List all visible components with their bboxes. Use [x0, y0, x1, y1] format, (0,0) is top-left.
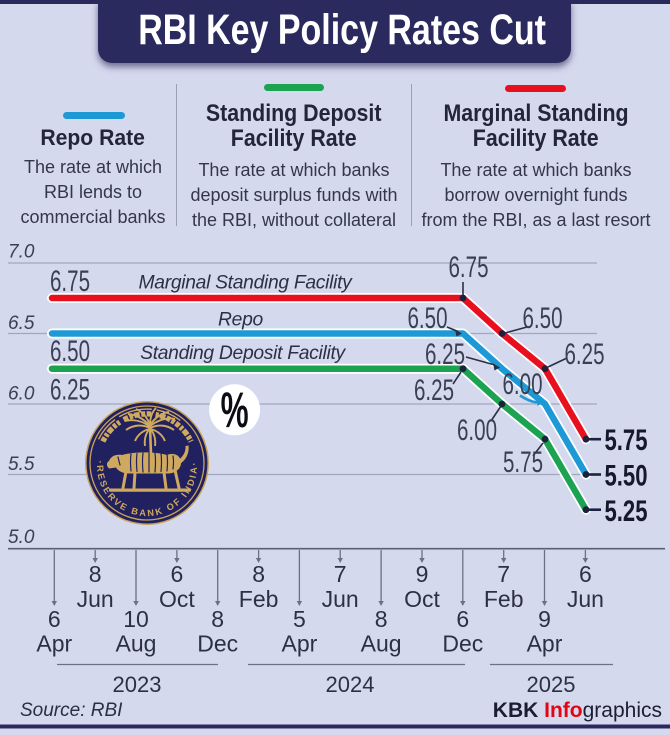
svg-text:2023: 2023: [113, 672, 162, 697]
svg-text:6.25: 6.25: [565, 338, 605, 371]
svg-text:5: 5: [293, 606, 306, 632]
svg-text:5.25: 5.25: [605, 495, 648, 528]
svg-text:6: 6: [456, 606, 469, 632]
svg-text:7: 7: [497, 561, 510, 587]
svg-text:6: 6: [171, 561, 184, 587]
svg-text:Jun: Jun: [567, 586, 604, 612]
svg-text:6.25: 6.25: [414, 374, 454, 407]
svg-text:Marginal Standing Facility: Marginal Standing Facility: [139, 273, 354, 294]
svg-text:5.75: 5.75: [503, 446, 543, 479]
svg-text:6.50: 6.50: [408, 302, 448, 335]
svg-text:2025: 2025: [527, 672, 576, 697]
svg-text:6.00: 6.00: [503, 368, 543, 401]
svg-text:6.25: 6.25: [50, 374, 90, 407]
svg-text:6.75: 6.75: [449, 251, 489, 284]
svg-text:Standing Deposit Facility: Standing Deposit Facility: [140, 343, 346, 364]
svg-text:Oct: Oct: [159, 586, 195, 612]
svg-text:Dec: Dec: [442, 631, 483, 657]
svg-text:5.50: 5.50: [605, 460, 648, 493]
svg-text:5.75: 5.75: [605, 424, 648, 457]
svg-text:Apr: Apr: [282, 631, 318, 657]
svg-text:6.0: 6.0: [8, 384, 35, 405]
svg-text:5.0: 5.0: [8, 527, 35, 548]
svg-text:Feb: Feb: [484, 586, 524, 612]
svg-text:8: 8: [375, 606, 388, 632]
svg-text:10: 10: [123, 606, 149, 632]
svg-text:Jun: Jun: [77, 586, 114, 612]
svg-text:6.5: 6.5: [8, 313, 35, 334]
svg-text:Dec: Dec: [197, 631, 238, 657]
svg-text:KBK Infographics: KBK Infographics: [493, 699, 662, 722]
svg-text:%: %: [221, 382, 249, 438]
svg-text:5.5: 5.5: [8, 454, 35, 475]
svg-text:Oct: Oct: [404, 586, 440, 612]
svg-text:6.50: 6.50: [50, 335, 90, 368]
svg-text:6: 6: [48, 606, 61, 632]
svg-text:Apr: Apr: [527, 631, 563, 657]
svg-text:Aug: Aug: [116, 631, 157, 657]
svg-text:9: 9: [416, 561, 429, 587]
svg-text:8: 8: [211, 606, 224, 632]
svg-text:7.0: 7.0: [8, 242, 35, 263]
svg-text:8: 8: [89, 561, 102, 587]
svg-text:Feb: Feb: [239, 586, 279, 612]
svg-text:7: 7: [334, 561, 347, 587]
svg-text:Source: RBI: Source: RBI: [20, 700, 123, 721]
svg-text:6.00: 6.00: [457, 414, 497, 447]
svg-text:9: 9: [538, 606, 551, 632]
svg-text:6: 6: [579, 561, 592, 587]
svg-text:Jun: Jun: [322, 586, 359, 612]
svg-text:6.50: 6.50: [523, 302, 563, 335]
svg-text:Repo: Repo: [218, 310, 263, 331]
svg-text:Apr: Apr: [36, 631, 72, 657]
svg-text:Aug: Aug: [361, 631, 402, 657]
svg-text:6.25: 6.25: [425, 338, 465, 371]
svg-text:8: 8: [252, 561, 265, 587]
svg-text:6.75: 6.75: [50, 265, 90, 298]
svg-text:2024: 2024: [326, 672, 375, 697]
